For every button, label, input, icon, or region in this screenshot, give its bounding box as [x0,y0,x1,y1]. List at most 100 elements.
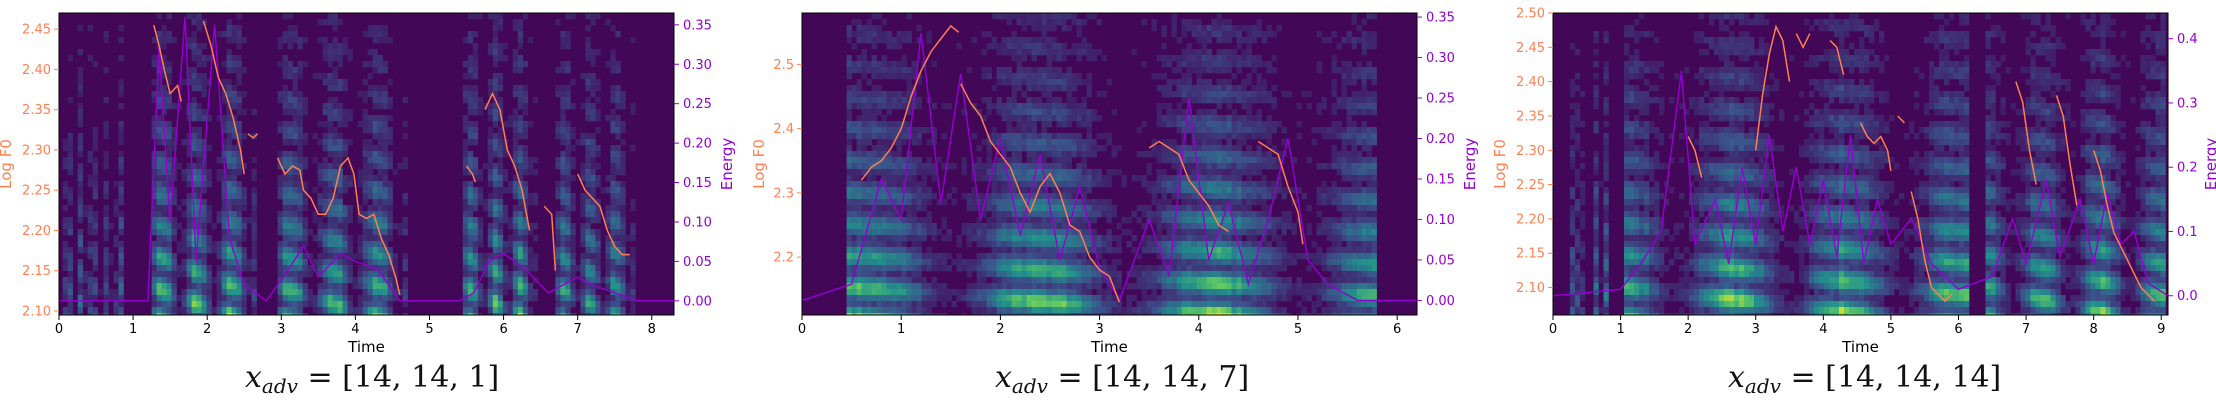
spectrogram-cell [282,205,288,212]
spectrogram-cell [901,97,907,104]
spectrogram-cell [906,307,912,314]
spectrogram-cell [1176,169,1182,176]
spectrogram-cell [382,67,388,74]
spectrogram-cell [1036,229,1042,236]
spectrogram-cell [517,169,524,176]
spectrogram-cell [1121,313,1127,315]
spectrogram-cell [1021,289,1027,296]
spectrogram-cell [996,103,1002,110]
spectrogram-cell [1066,235,1072,242]
spectrogram-cell [871,253,877,260]
spectrogram-cell [1016,73,1022,80]
spectrogram-cell [1086,91,1092,98]
spectrogram-cell [590,19,596,26]
spectrogram-cell [402,265,408,272]
spectrogram-cell [986,223,992,230]
spectrogram-cell [517,115,524,122]
spectrogram-cell [527,193,534,200]
spectrogram-cell [387,235,393,242]
spectrogram-cell [991,133,997,140]
spectrogram-cell [851,175,857,182]
spectrogram-cell [585,85,591,92]
spectrogram-cell [372,313,378,315]
spectrogram-cell [1101,265,1107,272]
spectrogram-cell [186,229,192,236]
spectrogram-cell [372,187,378,194]
spectrogram-cell [1186,199,1192,206]
spectrogram-cell [67,223,73,230]
spectrogram-cell [62,217,68,224]
spectrogram-cell [560,313,566,315]
spectrogram-cell [282,61,288,68]
spectrogram-cell [615,133,621,140]
spectrogram-cell [1121,175,1127,182]
spectrogram-cell [502,169,509,176]
spectrogram-cell [991,283,997,290]
spectrogram-cell [1016,193,1022,200]
spectrogram-cell [901,73,907,80]
spectrogram-cell [976,223,982,230]
spectrogram-cell [161,199,167,206]
spectrogram-cell [282,223,288,230]
spectrogram-cell [196,253,202,260]
spectrogram-cell [1001,109,1007,116]
spectrogram-cell [492,259,499,266]
spectrogram-cell [156,283,162,290]
spectrogram-cell [342,235,348,242]
spectrogram-cell [1041,31,1047,38]
spectrogram-cell [1081,289,1087,296]
spectrogram-cell [555,307,561,314]
spectrogram-cell [392,223,398,230]
spectrogram-cell [87,307,93,314]
spectrogram-cell [866,199,872,206]
spectrogram-cell [891,235,897,242]
spectrogram-cell [517,133,524,140]
spectrogram-cell [866,229,872,236]
spectrogram-cell [565,127,571,134]
spectrogram-cell [507,223,514,230]
spectrogram-cell [512,181,519,188]
spectrogram-cell [986,253,992,260]
spectrogram-cell [156,121,162,128]
spectrogram-cell [317,223,323,230]
spectrogram-cell [1116,271,1122,278]
spectrogram-cell [1151,139,1157,146]
spectrogram-cell [625,253,631,260]
spectrogram-cell [861,277,867,284]
spectrogram-cell [357,265,363,272]
spectrogram-cell [1051,211,1057,218]
spectrogram-cell [610,97,616,104]
spectrogram-cell [62,241,68,248]
spectrogram-cell [1101,301,1107,308]
spectrogram-cell [1151,187,1157,194]
spectrogram-cell [397,229,403,236]
spectrogram-cell [206,115,212,122]
spectrogram-cell [1036,109,1042,116]
spectrogram-cell [575,265,581,272]
spectrogram-cell [846,103,852,110]
spectrogram-cell [1101,313,1107,315]
spectrogram-cell [462,265,469,272]
spectrogram-cell [231,265,237,272]
spectrogram-cell [231,289,237,296]
spectrogram-cell [851,85,857,92]
spectrogram-cell [1066,121,1072,128]
spectrogram-cell [1066,85,1072,92]
spectrogram-cell [472,121,479,128]
spectrogram-cell [851,103,857,110]
spectrogram-cell [92,223,98,230]
spectrogram-cell [512,19,519,26]
spectrogram-cell [527,253,534,260]
spectrogram-cell [241,289,247,296]
spectrogram-cell [1106,175,1112,182]
spectrogram-cell [327,151,333,158]
spectrogram-cell [382,163,388,170]
spectrogram-cell [886,73,892,80]
spectrogram-cell [362,145,368,152]
spectrogram-cell [881,31,887,38]
spectrogram-cell [1106,79,1112,86]
spectrogram-cell [292,109,298,116]
spectrogram-cell [337,55,343,62]
spectrogram-cell [492,229,499,236]
spectrogram-cell [1166,199,1172,206]
